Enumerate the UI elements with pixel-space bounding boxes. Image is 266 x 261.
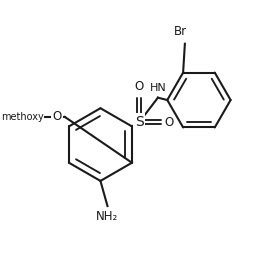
Text: HN: HN (149, 83, 166, 93)
Text: O: O (52, 110, 62, 123)
Text: O: O (164, 116, 173, 129)
Text: NH₂: NH₂ (96, 210, 119, 223)
Text: methoxy: methoxy (1, 112, 43, 122)
Text: Br: Br (174, 25, 187, 38)
Text: S: S (135, 115, 144, 129)
Text: O: O (135, 80, 144, 93)
